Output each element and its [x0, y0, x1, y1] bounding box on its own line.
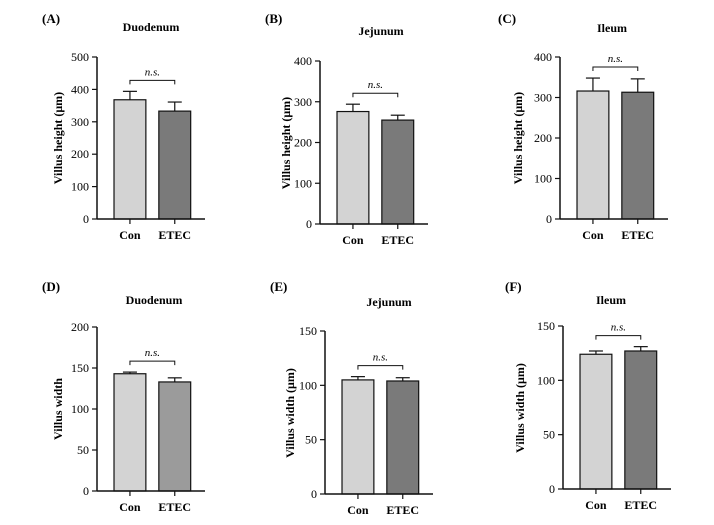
bar-con [341, 379, 375, 495]
y-tick-label: 400 [534, 50, 552, 64]
y-axis-label: Villus height (μm) [51, 92, 65, 184]
y-tick-label: 200 [71, 147, 89, 161]
chart-panel-6: (F) Ileum Villus width (μm) n.s. 0 50 100 150 Co… [505, 279, 671, 512]
y-tick-label: 0 [311, 487, 317, 501]
y-tick-label: 400 [71, 82, 89, 96]
bar-con [336, 110, 370, 225]
y-tick-label: 0 [83, 484, 89, 498]
chart-panel-4: (D) Duodenum Villus width n.s. 0 50 100 150 200 C… [42, 279, 205, 514]
x-tick-label: ETEC [158, 500, 191, 514]
panel-label: (F) [505, 279, 522, 294]
x-tick-label: ETEC [386, 503, 419, 517]
significance-bracket [357, 365, 404, 370]
y-axis-label: Villus width (μm) [283, 368, 297, 458]
bar-con [576, 90, 610, 220]
significance-bracket [129, 79, 176, 85]
x-tick-label: Con [585, 498, 607, 512]
y-tick-label: 300 [71, 115, 89, 129]
chart-panel-5: (E) Jejunum Villus width (μm) n.s. 0 50 100 150… [270, 279, 433, 517]
y-tick-label: 100 [71, 402, 89, 416]
chart-title: Ileum [597, 21, 627, 35]
x-tick-label: Con [119, 500, 141, 514]
y-tick-label: 100 [534, 172, 552, 186]
y-axis-label: Villus width [51, 378, 65, 440]
significance-bracket [129, 360, 176, 366]
chart-title: Duodenum [126, 293, 183, 307]
y-axis-label: Villus width (μm) [513, 363, 527, 453]
y-tick-label: 200 [294, 136, 312, 150]
y-tick-label: 100 [71, 180, 89, 194]
y-tick-label: 100 [294, 176, 312, 190]
y-tick-label: 300 [534, 91, 552, 105]
bar-etec [158, 381, 192, 492]
x-tick-label: Con [347, 503, 369, 517]
y-tick-label: 100 [537, 373, 555, 387]
x-tick-label: ETEC [158, 228, 191, 242]
chart-panel-1: (A) Duodenum Villus height (μm) n.s. 0 100 200… [42, 11, 205, 242]
panel-label: (B) [265, 11, 282, 26]
chart-title: Jejunum [358, 24, 403, 38]
y-tick-label: 0 [549, 482, 555, 496]
y-tick-label: 200 [71, 320, 89, 334]
y-tick-label: 0 [83, 212, 89, 226]
significance-label: n.s. [145, 66, 160, 78]
significance-label: n.s. [368, 79, 383, 91]
y-tick-label: 50 [305, 433, 317, 447]
panel-label: (D) [42, 279, 60, 294]
chart-panel-2: (B) Jejunum Villus height (μm) n.s. 0 100 200 3… [265, 11, 428, 247]
y-tick-label: 100 [299, 378, 317, 392]
panel-label: (E) [270, 279, 287, 294]
chart-title: Jejunum [366, 295, 411, 309]
significance-label: n.s. [608, 53, 623, 65]
x-tick-label: Con [582, 228, 604, 242]
y-axis-label: Villus height (μm) [279, 97, 293, 189]
panel-label: (C) [498, 11, 516, 26]
chart-title: Ileum [596, 293, 626, 307]
y-tick-label: 150 [299, 324, 317, 338]
y-tick-label: 500 [71, 50, 89, 64]
y-tick-label: 300 [294, 95, 312, 109]
bar-etec [381, 119, 415, 225]
panel-label: (A) [42, 11, 60, 26]
bar-etec [621, 91, 655, 220]
bar-etec [158, 110, 192, 220]
significance-bracket [352, 92, 399, 98]
y-tick-label: 50 [77, 443, 89, 457]
bar-con [579, 353, 613, 490]
x-tick-label: ETEC [381, 233, 414, 247]
y-tick-label: 0 [546, 212, 552, 226]
chart-panel-3: (C) Ileum Villus height (μm) n.s. 0 100 200 300… [498, 11, 668, 242]
y-tick-label: 50 [543, 428, 555, 442]
significance-label: n.s. [373, 352, 388, 364]
chart-title: Duodenum [123, 20, 180, 34]
y-tick-label: 400 [294, 54, 312, 68]
x-tick-label: ETEC [621, 228, 654, 242]
significance-bracket [595, 335, 642, 340]
y-tick-label: 0 [306, 217, 312, 231]
y-axis-label: Villus height (μm) [511, 92, 525, 184]
bar-etec [624, 350, 658, 490]
x-tick-label: Con [119, 228, 141, 242]
significance-bracket [592, 66, 639, 72]
y-tick-label: 150 [71, 361, 89, 375]
significance-label: n.s. [145, 347, 160, 359]
y-tick-label: 150 [537, 319, 555, 333]
y-tick-label: 200 [534, 131, 552, 145]
significance-label: n.s. [611, 322, 626, 334]
bar-con [113, 99, 147, 220]
bar-con [113, 373, 147, 492]
bar-etec [386, 380, 420, 495]
x-tick-label: Con [342, 233, 364, 247]
x-tick-label: ETEC [624, 498, 657, 512]
